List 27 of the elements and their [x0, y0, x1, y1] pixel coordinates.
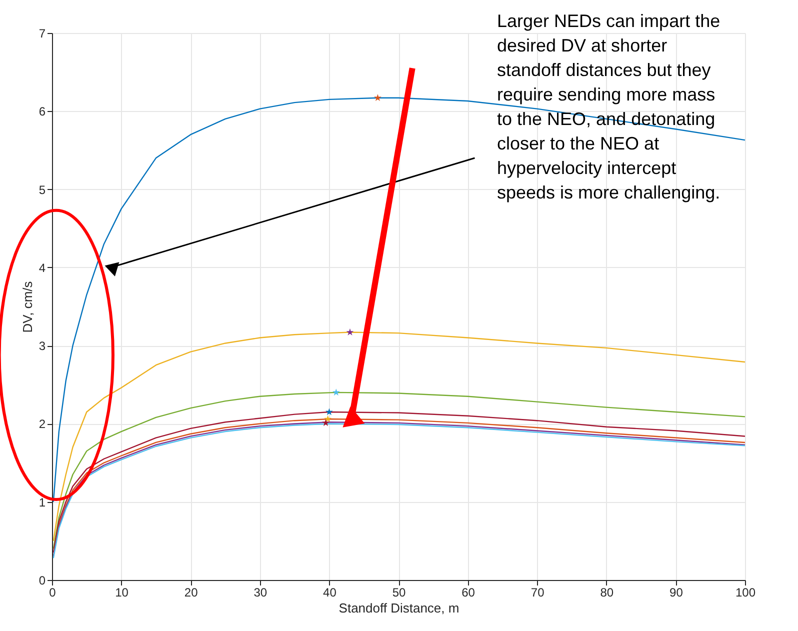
y-tick-label: 1 [38, 495, 46, 510]
x-tick-label: 0 [49, 586, 56, 600]
point [332, 388, 340, 396]
x-tick-label: 80 [600, 586, 614, 600]
x-tick-label: 30 [254, 586, 268, 600]
y-tick-label: 6 [38, 104, 46, 119]
point [324, 415, 332, 422]
y-tick-label: 3 [38, 339, 46, 354]
point [374, 94, 382, 101]
x-tick-label: 90 [670, 586, 684, 600]
y-tick-label: 5 [38, 182, 46, 197]
x-tick-label: 50 [392, 586, 406, 600]
x-tick-label: 20 [184, 586, 198, 600]
y-tick-label: 4 [38, 260, 46, 275]
y-axis-title: DV, cm/s [20, 280, 35, 333]
x-tick-label: 40 [323, 586, 337, 600]
x-tick-label: 70 [530, 586, 545, 600]
y-tick-label: 2 [38, 417, 46, 432]
y-tick-label: 7 [38, 26, 46, 40]
x-tick-label: 100 [735, 586, 756, 600]
y-tick-label: 0 [38, 574, 46, 588]
point [346, 328, 354, 336]
x-tick-label: 10 [115, 586, 129, 600]
x-tick-label: 60 [462, 586, 476, 600]
x-axis-title: Standoff Distance, m [338, 600, 460, 616]
point [322, 419, 330, 426]
point [326, 408, 333, 416]
